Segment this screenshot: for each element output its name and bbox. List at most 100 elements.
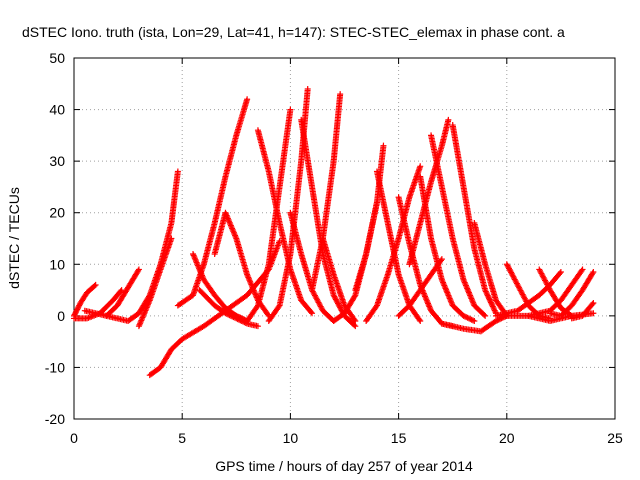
data-point — [469, 317, 476, 324]
data-point — [168, 235, 175, 242]
data-series — [395, 256, 445, 319]
data-point — [416, 316, 423, 323]
data-point — [490, 304, 497, 311]
data-point — [438, 256, 445, 263]
data-point — [417, 163, 424, 170]
x-tick-label: 20 — [499, 430, 515, 446]
axis-ticks: 0 5 10 15 20 25 -20 -10 0 10 20 30 40 50 — [45, 50, 623, 446]
data-point — [460, 312, 467, 319]
y-tick-label: 10 — [49, 256, 65, 272]
data-point — [589, 270, 596, 277]
data-series — [449, 122, 499, 317]
data-series — [438, 312, 510, 335]
data-point — [229, 310, 236, 317]
y-tick-label: 0 — [57, 308, 65, 324]
y-tick-label: 30 — [49, 153, 65, 169]
plot-frame — [73, 57, 616, 420]
data-point — [482, 288, 489, 295]
data-point — [491, 306, 498, 313]
data-point — [489, 303, 496, 310]
data-series — [568, 299, 597, 322]
data-point — [236, 314, 243, 321]
data-point — [238, 315, 245, 322]
x-tick-label: 25 — [607, 430, 623, 446]
data-point — [264, 311, 271, 318]
data-point — [556, 270, 563, 277]
data-point — [351, 322, 358, 329]
data-point — [484, 291, 491, 298]
y-tick-label: 50 — [49, 50, 65, 66]
data-point — [91, 282, 98, 289]
data-point — [223, 308, 230, 315]
data-point — [240, 316, 247, 323]
x-tick-label: 0 — [70, 430, 78, 446]
data-point — [233, 312, 240, 319]
chart-title: dSTEC Iono. truth (ista, Lon=29, Lat=41,… — [22, 24, 565, 40]
data-point — [590, 299, 597, 306]
data-point — [275, 303, 282, 310]
data-point — [484, 292, 491, 299]
data-point — [482, 312, 489, 319]
data-point — [352, 323, 359, 330]
y-axis-title: dSTEC / TECUs — [6, 187, 22, 289]
data-point — [589, 301, 596, 308]
data-point — [498, 315, 505, 322]
data-series — [309, 91, 344, 294]
x-axis-title: GPS time / hours of day 257 of year 2014 — [215, 458, 473, 474]
data-series — [395, 194, 456, 330]
data-point — [231, 312, 238, 319]
data-point — [492, 308, 499, 315]
x-tick-label: 5 — [178, 430, 186, 446]
data-point — [557, 269, 564, 276]
data-point — [488, 300, 495, 307]
data-point — [230, 311, 237, 318]
data-series — [428, 132, 489, 319]
data-point — [482, 287, 489, 294]
data-point — [578, 267, 585, 274]
data-point — [222, 307, 229, 314]
data-series — [298, 116, 359, 330]
data-point — [463, 314, 470, 321]
data-point — [117, 288, 124, 295]
data-point — [464, 314, 471, 321]
data-point — [237, 314, 244, 321]
y-tick-label: -20 — [45, 411, 65, 427]
data-point — [445, 116, 452, 123]
data-point — [471, 318, 478, 325]
y-tick-label: -10 — [45, 359, 65, 375]
data-point — [337, 91, 344, 98]
data-point — [579, 266, 586, 273]
data-point — [308, 309, 315, 316]
data-point — [254, 323, 261, 330]
data-point — [465, 315, 472, 322]
data-series — [352, 142, 387, 294]
data-series — [81, 266, 142, 319]
data-point — [380, 142, 387, 149]
data-series — [373, 168, 424, 325]
data-series — [417, 173, 478, 325]
data-series — [547, 269, 597, 319]
data-series — [146, 238, 283, 379]
data-point — [244, 96, 251, 103]
data-point — [92, 281, 99, 288]
data-series — [287, 209, 337, 325]
data-point — [254, 303, 261, 310]
data-point — [227, 310, 234, 317]
data-point — [351, 316, 358, 323]
data-point — [225, 308, 232, 315]
data-point — [468, 316, 475, 323]
data-point — [461, 313, 468, 320]
data-point — [174, 168, 181, 175]
data-point — [590, 310, 597, 317]
data-point — [487, 297, 494, 304]
data-point — [135, 266, 142, 273]
data-point — [590, 269, 597, 276]
y-tick-label: 40 — [49, 102, 65, 118]
data-point — [485, 295, 492, 302]
data-series — [363, 163, 424, 325]
data-series — [406, 116, 452, 268]
data-point — [309, 310, 316, 317]
data-point — [226, 309, 233, 316]
data-point — [489, 302, 496, 309]
